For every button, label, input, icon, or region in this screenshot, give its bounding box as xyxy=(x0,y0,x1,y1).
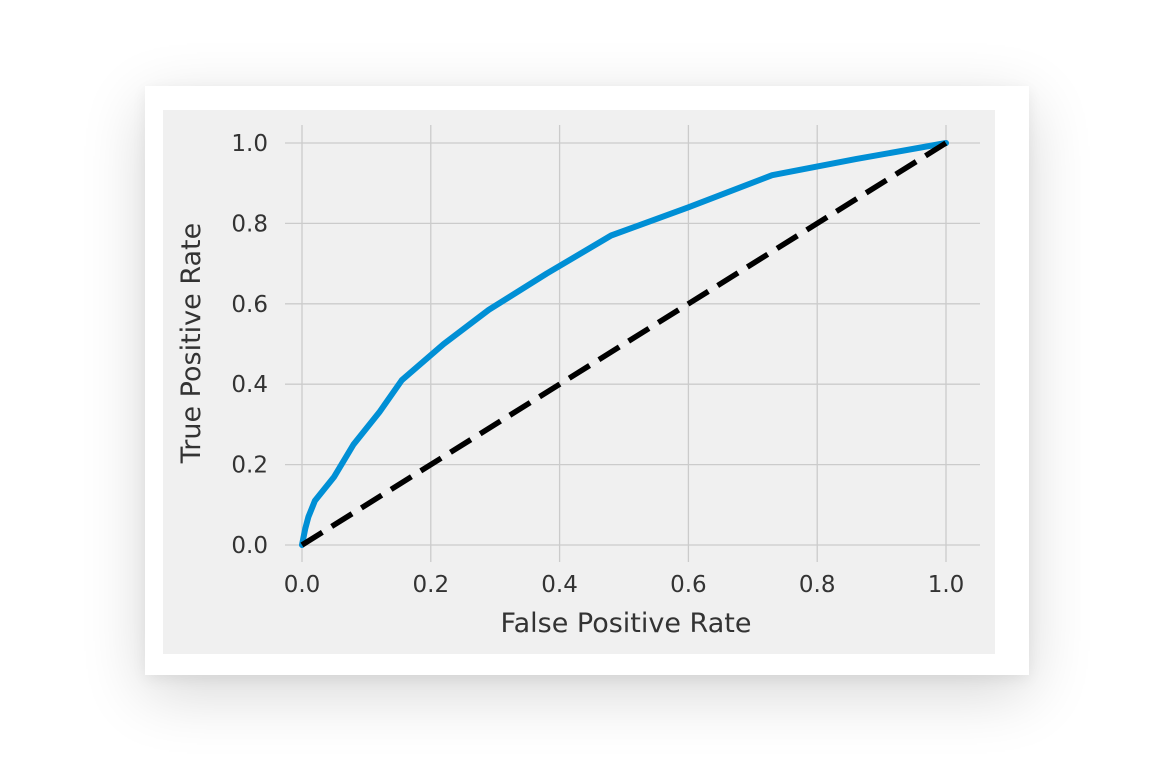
x-tick-label: 1.0 xyxy=(928,572,965,598)
chance-line xyxy=(300,140,948,548)
roc-curve-line xyxy=(299,140,949,548)
y-tick-label: 0.2 xyxy=(231,453,268,479)
x-tick-label: 0.0 xyxy=(284,572,321,598)
y-axis-label: True Positive Rate xyxy=(176,223,207,465)
y-tick-label: 0.0 xyxy=(231,533,268,559)
y-tick-label: 0.6 xyxy=(231,292,268,318)
x-axis-label: False Positive Rate xyxy=(501,608,752,639)
y-tick-label: 0.4 xyxy=(231,372,268,398)
x-tick-label: 0.2 xyxy=(413,572,450,598)
y-tick-label: 0.8 xyxy=(231,211,268,237)
y-tick-labels: 0.0 0.2 0.4 0.6 0.8 1.0 xyxy=(231,131,268,559)
series-layer xyxy=(299,140,949,548)
x-tick-label: 0.8 xyxy=(799,572,836,598)
x-tick-labels: 0.0 0.2 0.4 0.6 0.8 1.0 xyxy=(284,572,965,598)
grid xyxy=(285,125,980,562)
x-tick-label: 0.4 xyxy=(541,572,578,598)
y-tick-label: 1.0 xyxy=(231,131,268,157)
x-tick-label: 0.6 xyxy=(670,572,707,598)
